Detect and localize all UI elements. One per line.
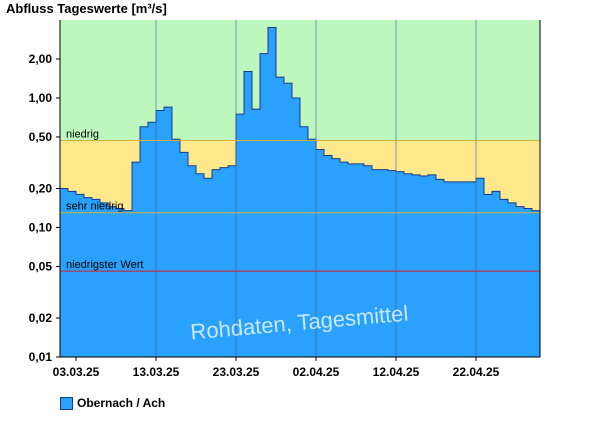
x-tick-label: 23.03.25: [213, 365, 260, 379]
y-tick-label: 0,10: [29, 220, 53, 234]
y-axis-ticks: 0,01 0,02 0,05 0,10 0,20 0,50 1,00 2,00: [29, 52, 60, 364]
x-tick-label: 03.03.25: [53, 365, 100, 379]
threshold-label: sehr niedrig: [66, 201, 123, 213]
x-tick-label: 02.04.25: [293, 365, 340, 379]
y-tick-label: 1,00: [29, 91, 53, 105]
threshold-label: niedrigster Wert: [66, 259, 143, 271]
plot-frame: [59, 20, 541, 358]
x-axis-ticks: 03.03.25 13.03.25 23.03.25 02.04.25 12.04.25…: [53, 357, 500, 379]
y-tick-label: 0,20: [29, 182, 53, 196]
threshold-label: niedrig: [66, 128, 99, 140]
legend-swatch: [60, 396, 73, 410]
grid-lines: [155, 20, 477, 357]
y-tick-label: 2,00: [29, 52, 53, 66]
series-area: [59, 27, 541, 358]
x-tick-label: 22.04.25: [453, 365, 500, 379]
legend-label: Obernach / Ach: [77, 396, 166, 410]
y-tick-label: 0,50: [29, 130, 53, 144]
legend: Obernach / Ach: [60, 396, 165, 410]
x-tick-label: 13.03.25: [133, 365, 180, 379]
y-tick-label: 0,02: [29, 311, 53, 325]
y-tick-label: 0,01: [29, 350, 53, 364]
series-step-area: [59, 27, 541, 358]
y-tick-label: 0,05: [29, 259, 53, 273]
x-tick-label: 12.04.25: [373, 365, 420, 379]
chart-title: Abfluss Tageswerte [m³/s]: [6, 1, 167, 16]
threshold-lines: niedrig sehr niedrig niedrigster Wert: [60, 128, 540, 272]
